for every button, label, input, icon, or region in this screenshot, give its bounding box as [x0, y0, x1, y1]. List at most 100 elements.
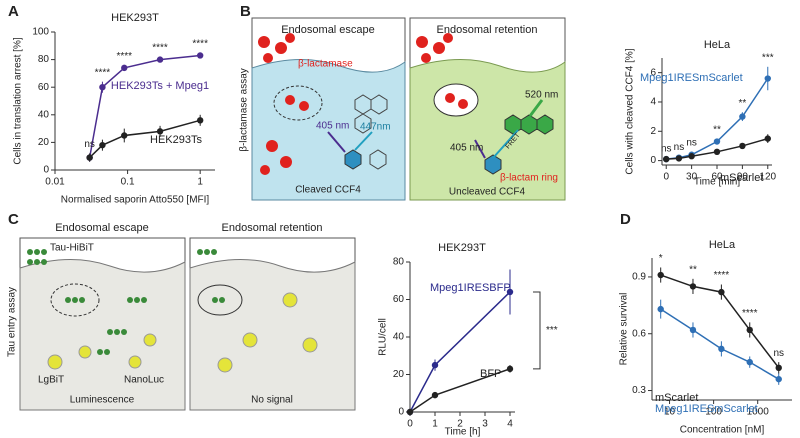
- diagram-caption: Uncleaved CCF4: [449, 187, 526, 198]
- data-point: [775, 364, 782, 372]
- y-tick-label: 4: [650, 97, 656, 108]
- x-tick-label: 120: [759, 172, 776, 183]
- y-tick-label: 0.6: [632, 328, 646, 339]
- y-tick-label: 80: [38, 54, 50, 65]
- data-point: [739, 142, 746, 150]
- significance-label: ****: [714, 270, 730, 281]
- significance-label: ***: [546, 325, 558, 336]
- y-axis-label: Cells in translation arrest [%]: [13, 37, 24, 164]
- y-tick-label: 20: [393, 369, 405, 380]
- y-tick-label: 60: [393, 294, 405, 305]
- significance-label: *: [659, 253, 663, 264]
- x-tick-label: 1000: [747, 407, 770, 418]
- significance-label: ****: [192, 38, 208, 49]
- significance-label: ns: [686, 137, 697, 148]
- chart-title: HEK293T: [438, 242, 486, 254]
- panel-label: C: [8, 211, 19, 228]
- data-point: [663, 155, 670, 163]
- diagram-title: Endosomal escape: [55, 222, 149, 234]
- x-tick-label: 3: [482, 419, 488, 430]
- data-point: [506, 365, 514, 373]
- panel-label: A: [8, 3, 19, 20]
- series-line: [409, 291, 511, 413]
- data-point: [689, 283, 697, 290]
- x-axis-label: Time [min]: [694, 177, 741, 188]
- legend-label: Mpeg1IRESmScarlet: [640, 72, 743, 84]
- y-tick-label: 100: [32, 27, 49, 38]
- diagram-label: 405 nm: [450, 143, 483, 154]
- x-tick-label: 2: [457, 419, 463, 430]
- y-axis-label: Cells with cleaved CCF4 [%]: [625, 48, 636, 174]
- data-point: [196, 52, 204, 59]
- diagram-caption: Cleaved CCF4: [295, 185, 361, 196]
- data-point: [86, 154, 93, 161]
- y-tick-label: 0.9: [632, 272, 646, 283]
- data-point: [775, 375, 782, 383]
- significance-label: ****: [152, 42, 168, 53]
- bracket: [533, 291, 541, 370]
- legend-label: BFP: [480, 368, 501, 380]
- y-tick-label: 40: [38, 109, 50, 120]
- significance-label: ns: [84, 139, 95, 150]
- y-tick-label: 0: [398, 407, 404, 418]
- y-tick-label: 0: [43, 165, 49, 176]
- diagram-title: Endosomal retention: [222, 222, 323, 234]
- data-point: [121, 132, 128, 139]
- data-point: [713, 138, 721, 145]
- data-point: [688, 153, 695, 160]
- chart-title: HeLa: [704, 39, 731, 51]
- x-tick-label: 30: [686, 172, 698, 183]
- data-point: [746, 326, 753, 334]
- legend-label: HEK293Ts: [150, 134, 202, 146]
- data-point: [506, 288, 514, 296]
- x-tick-label: 0.01: [45, 177, 65, 188]
- significance-label: ***: [762, 52, 774, 63]
- data-point: [406, 408, 414, 416]
- side-label: β-lactamase assay: [239, 68, 250, 152]
- significance-label: ns: [773, 348, 784, 359]
- significance-label: **: [689, 264, 697, 275]
- x-axis-label: Time [h]: [445, 427, 481, 438]
- significance-label: **: [713, 124, 721, 135]
- diagram-label: LgBiT: [38, 375, 64, 386]
- y-tick-label: 80: [393, 257, 405, 268]
- significance-label: **: [738, 98, 746, 109]
- x-tick-label: 60: [711, 172, 723, 183]
- data-point: [689, 326, 697, 334]
- x-tick-label: 1: [197, 177, 203, 188]
- x-tick-label: 1: [432, 419, 438, 430]
- data-point: [764, 75, 771, 82]
- y-tick-label: 6: [650, 67, 656, 78]
- data-point: [718, 288, 725, 296]
- diagram-title: Endosomal retention: [437, 24, 538, 36]
- panel-label: B: [240, 3, 251, 20]
- data-point: [764, 135, 771, 142]
- data-point: [713, 148, 721, 156]
- data-point: [718, 345, 725, 353]
- y-tick-label: 40: [393, 332, 405, 343]
- significance-label: ****: [742, 308, 758, 319]
- diagram-label: β-lactamase: [298, 59, 353, 70]
- data-point: [675, 155, 683, 162]
- significance-label: ns: [674, 142, 685, 153]
- y-tick-label: 0: [650, 155, 656, 166]
- legend-label: HEK293Ts + Mpeg1: [111, 80, 209, 92]
- y-tick-label: 20: [38, 137, 50, 148]
- diagram-label: 447nm: [360, 122, 391, 133]
- data-point: [196, 117, 204, 124]
- chart-title: HeLa: [709, 239, 736, 251]
- significance-label: ****: [116, 51, 132, 62]
- y-tick-label: 0.3: [632, 385, 646, 396]
- diagram-label: β-lactam ring: [500, 173, 558, 184]
- x-axis-label: Normalised saporin Atto550 [MFI]: [61, 195, 210, 206]
- y-tick-label: 2: [650, 126, 656, 137]
- chart-title: HEK293T: [111, 12, 159, 24]
- diagram-box: Endosomal retention 520 nm FRET 405 nm β…: [409, 17, 566, 201]
- x-axis-label: Concentration [nM]: [680, 425, 765, 436]
- diagram-label: 520 nm: [525, 90, 558, 101]
- data-point: [431, 361, 439, 369]
- diagram-label: 405 nm: [316, 121, 349, 132]
- diagram-box: Endosomal retention No signal: [189, 222, 356, 411]
